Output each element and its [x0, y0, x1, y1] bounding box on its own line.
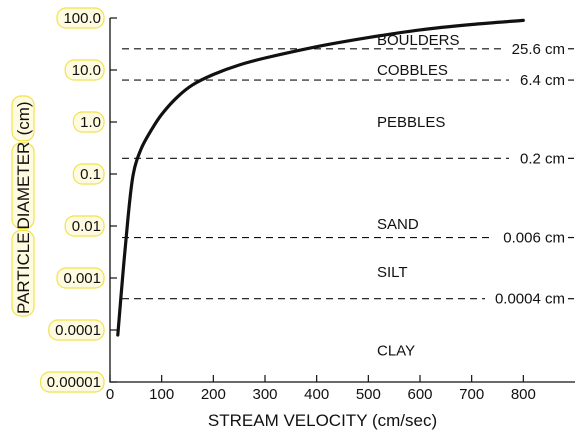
y-tick-label: 0.1 — [80, 166, 101, 183]
x-axis: 0 100 200 300 400 500 600 700 800 — [106, 375, 536, 403]
y-axis-title-word: DIAMETER — [14, 142, 33, 230]
y-tick-label: 0.0001 — [55, 322, 101, 339]
y-tick-highlight — [56, 267, 105, 289]
y-tick-label: 10.0 — [72, 62, 101, 79]
x-tick-label: 700 — [459, 386, 484, 403]
y-axis-title-group: PARTICLE DIAMETER (cm) — [11, 95, 35, 317]
y-tick-highlight — [48, 319, 105, 341]
threshold-label: 25.6 cm — [512, 41, 565, 58]
y-tick-highlight — [72, 163, 105, 185]
x-tick-label: 400 — [304, 386, 329, 403]
y-axis-title-word: PARTICLE — [14, 232, 33, 314]
threshold-lines: 25.6 cm 6.4 cm 0.2 cm 0.006 cm 0.0004 cm — [122, 41, 574, 308]
y-tick-highlight — [56, 7, 105, 29]
class-label-boulders: BOULDERS — [377, 32, 460, 49]
class-label-pebbles: PEBBLES — [377, 114, 445, 131]
x-tick-label: 600 — [407, 386, 432, 403]
y-tick-label: 1.0 — [80, 114, 101, 131]
y-tick-label: 100.0 — [63, 10, 101, 27]
y-tick-highlight — [64, 59, 105, 81]
y-tick-label: 0.001 — [63, 270, 101, 287]
class-label-cobbles: COBBLES — [377, 62, 448, 79]
y-tick-highlight — [64, 215, 105, 237]
competence-curve-line — [116, 18, 525, 337]
y-tick-highlight — [72, 111, 105, 133]
y-axis-title-highlight — [11, 229, 35, 317]
x-tick-label: 0 — [106, 386, 114, 403]
plot-frame — [109, 18, 575, 383]
y-axis: 100.0 10.0 1.0 0.1 0.01 0.001 0.0001 0.00001 — [39, 7, 117, 393]
x-tick-label: 100 — [149, 386, 174, 403]
threshold-label: 0.0004 cm — [495, 291, 565, 308]
x-tick-label: 300 — [252, 386, 277, 403]
y-tick-label: 0.00001 — [47, 374, 101, 391]
particle-class-labels: BOULDERS COBBLES PEBBLES SAND SILT CLAY — [377, 32, 460, 360]
x-axis-title: STREAM VELOCITY (cm/sec) — [208, 411, 437, 430]
y-tick-label: 0.01 — [72, 218, 101, 235]
axis-frame — [109, 18, 575, 383]
threshold-label: 0.006 cm — [503, 230, 565, 247]
y-axis-title-highlight — [11, 142, 35, 229]
y-axis-title-highlight — [11, 95, 35, 142]
class-label-sand: SAND — [377, 216, 419, 233]
x-tick-label: 200 — [201, 386, 226, 403]
y-axis-title-word: (cm) — [14, 101, 33, 135]
x-tick-label: 500 — [356, 386, 381, 403]
threshold-label: 6.4 cm — [520, 72, 565, 89]
threshold-label: 0.2 cm — [520, 150, 565, 167]
x-tick-label: 800 — [511, 386, 536, 403]
series-layer — [116, 18, 525, 337]
class-label-clay: CLAY — [377, 343, 415, 360]
y-tick-highlight — [39, 371, 105, 393]
y-axis-title: PARTICLE DIAMETER (cm) — [11, 95, 35, 317]
class-label-silt: SILT — [377, 264, 408, 281]
